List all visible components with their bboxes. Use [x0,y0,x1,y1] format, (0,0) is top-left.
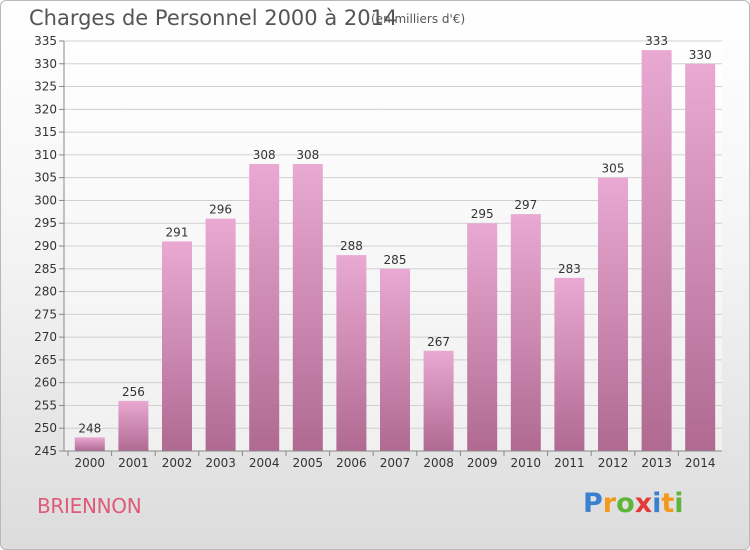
data-label-2005: 308 [296,148,319,162]
data-labels: 248 256 291 296 308 308 288 285 267 295 297 283 305 3… [78,34,711,435]
data-label-2006: 288 [340,239,363,253]
bar-2010 [510,214,541,451]
data-label-2010: 297 [514,198,537,212]
y-tick-label: 295 [34,216,57,230]
x-axis: 2000 2001 2002 2003 2004 2005 2006 2007 2008 2009… [64,450,722,470]
x-tick-label-2008: 2008 [423,456,454,470]
y-tick-label: 275 [34,307,57,321]
data-label-2012: 305 [602,162,625,176]
x-tick-label-2010: 2010 [511,456,542,470]
y-tick-label: 310 [34,148,57,162]
y-tick-label: 280 [34,285,57,299]
y-tick-label: 300 [34,193,57,207]
bar-2009 [467,223,498,451]
y-tick-label: 285 [34,262,57,276]
y-tick-label: 260 [34,376,57,390]
x-tick-label-2006: 2006 [336,456,367,470]
data-label-2003: 296 [209,203,232,217]
bar-2008 [423,350,454,451]
x-tick-label-2002: 2002 [162,456,193,470]
x-tick-label-2005: 2005 [293,456,324,470]
x-tick-label-2009: 2009 [467,456,498,470]
bar-2002 [162,241,192,451]
proxiti-logo[interactable]: Proxiti [583,488,684,519]
bar-2007 [380,268,410,451]
chart-title: Charges de Personnel 2000 à 2014 [29,6,398,30]
data-label-2007: 285 [384,253,407,267]
x-tick-label-2012: 2012 [598,456,629,470]
y-tick-label: 315 [34,125,57,139]
data-label-2014: 330 [689,48,712,62]
y-tick-label: 325 [34,80,57,94]
bar-2003 [205,218,236,451]
data-label-2001: 256 [122,385,145,399]
y-tick-label: 290 [34,239,57,253]
x-tick-label-2001: 2001 [118,456,149,470]
x-tick-label-2014: 2014 [685,456,716,470]
bar-2012 [598,177,628,451]
y-axis: 245 250 255 260 265 270 275 280 285 290 295 300 305 3… [34,34,65,458]
y-tick-label: 335 [34,34,57,48]
y-tick-label: 270 [34,330,57,344]
y-tick-label: 265 [34,353,57,367]
logo-letter: o [616,488,635,519]
bar-2014 [685,63,716,452]
commune-name: BRIENNON [37,494,142,518]
y-tick-label: 255 [34,398,57,412]
x-tick-label-2003: 2003 [205,456,236,470]
bar-2013 [641,50,672,451]
bar-2001 [118,400,149,451]
y-tick-label: 250 [34,421,57,435]
bar-2000 [74,437,105,451]
x-tick-label-2004: 2004 [249,456,280,470]
bar-2011 [554,277,585,451]
y-tick-label: 245 [34,444,57,458]
logo-letter: i [674,488,684,519]
logo-letter: P [583,488,603,519]
x-tick-label-2011: 2011 [554,456,585,470]
data-label-2004: 308 [253,148,276,162]
data-label-2011: 283 [558,262,581,276]
data-label-2008: 267 [427,335,450,349]
y-tick-label: 330 [34,57,57,71]
data-label-2002: 291 [166,225,189,239]
chart-subtitle: (en milliers d'€) [371,12,466,26]
x-tick-label-2000: 2000 [75,456,106,470]
logo-letter: x [634,488,653,519]
bar-2006 [336,255,367,451]
bar-2004 [249,164,280,451]
logo-letter: r [602,488,617,519]
data-label-2000: 248 [78,421,101,435]
x-tick-label-2013: 2013 [641,456,672,470]
bar-2005 [292,164,323,451]
data-label-2013: 333 [645,34,668,48]
y-tick-label: 320 [34,102,57,116]
logo-letter: t [661,488,675,519]
y-tick-label: 305 [34,171,57,185]
logo-letter: i [652,488,662,519]
data-label-2009: 295 [471,207,494,221]
x-tick-label-2007: 2007 [380,456,411,470]
bars [74,50,716,452]
